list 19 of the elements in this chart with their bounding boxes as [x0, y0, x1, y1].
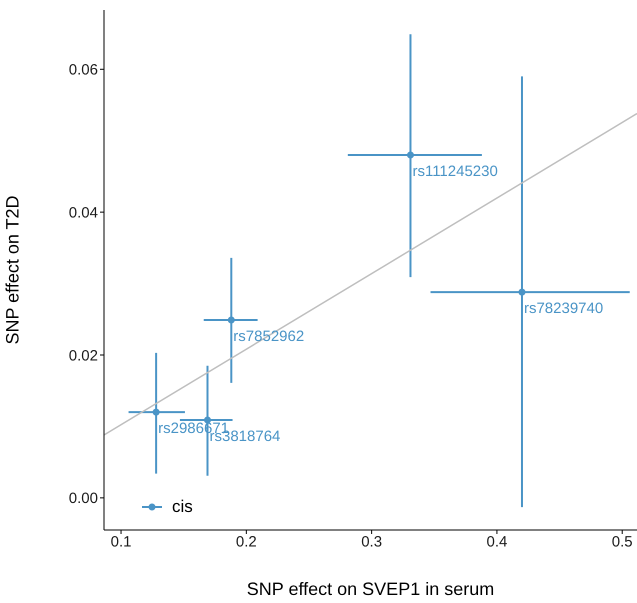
x-axis-title: SNP effect on SVEP1 in serum: [246, 579, 494, 599]
y-axis-title: SNP effect on T2D: [2, 195, 22, 345]
annotation: rs7852962: [233, 328, 304, 345]
annotation: rs111245230: [412, 163, 498, 180]
x-tick-label: 0.2: [236, 534, 257, 551]
x-tick-label: 0.5: [612, 534, 633, 551]
y-tick-label: 0.02: [68, 347, 98, 364]
point: [152, 408, 160, 416]
annotation: rs78239740: [524, 300, 604, 318]
x-tick-label: 0.3: [361, 534, 382, 551]
point: [518, 288, 526, 296]
x-tick-label: 0.4: [486, 534, 508, 551]
x-tick-label: 0.1: [110, 534, 132, 551]
y-tick-label: 0.04: [68, 204, 98, 222]
legend-label: cis: [172, 497, 193, 517]
y-tick-label: 0.00: [68, 490, 98, 508]
point: [228, 316, 235, 324]
y-tick-label: 0.06: [68, 62, 98, 79]
point: [406, 152, 414, 158]
